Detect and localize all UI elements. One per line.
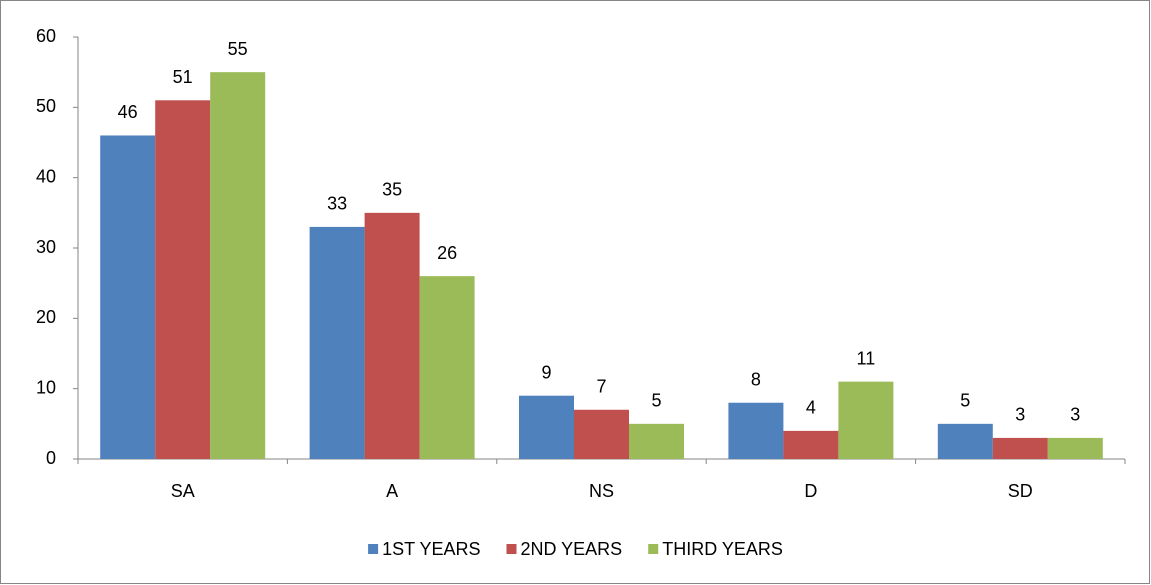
data-label: 33 xyxy=(327,194,347,214)
data-label: 8 xyxy=(751,369,761,389)
bar xyxy=(155,100,211,460)
bar xyxy=(364,212,420,459)
legend-swatch xyxy=(368,544,379,554)
legend-label: 2ND YEARS xyxy=(520,539,622,559)
legend-label: 1ST YEARS xyxy=(382,539,480,559)
bar xyxy=(210,72,266,460)
y-tick-label: 40 xyxy=(36,166,56,186)
bar xyxy=(728,402,784,459)
bar xyxy=(937,423,993,459)
y-tick-label: 50 xyxy=(36,96,56,116)
data-label: 3 xyxy=(1015,405,1025,425)
y-tick-label: 60 xyxy=(36,26,56,46)
bar xyxy=(309,226,365,459)
x-tick-label: SA xyxy=(171,481,195,501)
y-tick-label: 0 xyxy=(46,448,56,468)
data-label: 7 xyxy=(596,377,606,397)
legend-swatch xyxy=(506,544,517,554)
data-label: 26 xyxy=(437,243,457,263)
bar xyxy=(783,430,839,459)
x-tick-label: A xyxy=(386,481,398,501)
legend-swatch xyxy=(648,544,659,554)
bar xyxy=(838,381,894,459)
bar xyxy=(629,423,684,459)
data-label: 11 xyxy=(857,348,876,368)
bar xyxy=(419,276,475,459)
y-tick-label: 10 xyxy=(36,377,56,397)
data-label: 46 xyxy=(118,102,138,122)
bar xyxy=(519,395,574,459)
data-label: 9 xyxy=(541,362,551,382)
data-label: 55 xyxy=(228,39,248,59)
data-label: 35 xyxy=(382,180,402,200)
x-tick-label: D xyxy=(804,481,817,501)
bar xyxy=(992,437,1048,459)
bar xyxy=(1047,437,1103,459)
bar xyxy=(100,135,156,459)
data-label: 51 xyxy=(173,67,193,87)
legend-label: THIRD YEARS xyxy=(662,539,783,559)
data-label: 4 xyxy=(806,398,816,418)
y-tick-label: 30 xyxy=(36,237,56,257)
bar xyxy=(574,409,629,459)
x-tick-label: NS xyxy=(589,481,614,501)
data-label: 5 xyxy=(960,391,970,411)
data-label: 5 xyxy=(651,391,661,411)
x-tick-label: SD xyxy=(1008,481,1033,501)
data-label: 3 xyxy=(1070,405,1080,425)
y-tick-label: 20 xyxy=(36,307,56,327)
